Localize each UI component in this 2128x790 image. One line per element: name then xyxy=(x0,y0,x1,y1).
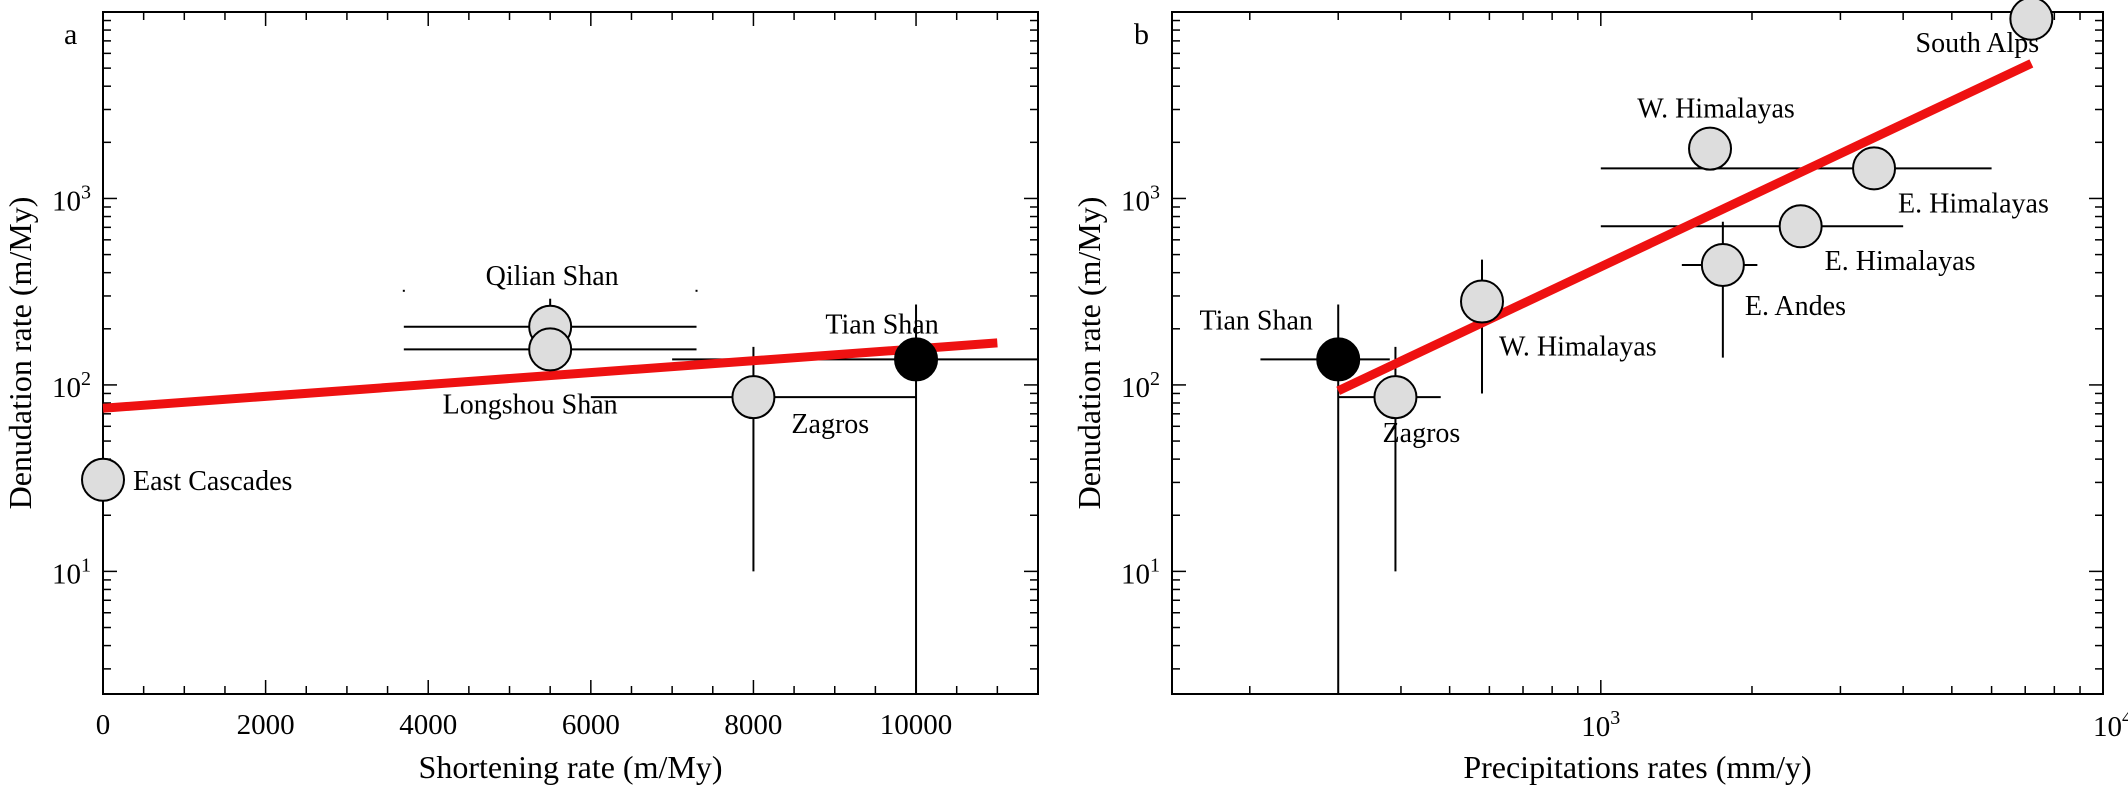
panel-a-scatter-plot: 0 2000 4000 6000 8000 10000101102103Shortenin… xyxy=(2,11,1039,785)
y-tick-label: 101 xyxy=(52,554,91,590)
point-label: South Alps xyxy=(1916,28,2040,59)
point-label: Tian Shan xyxy=(1200,305,1313,336)
y-tick-label-base: 10 xyxy=(1121,558,1150,590)
x-tick-label: 6000 xyxy=(562,709,620,741)
y-tick-label-exponent: 2 xyxy=(81,368,91,390)
x-tick-label: 104 xyxy=(2093,707,2128,743)
point-label: E. Himalayas xyxy=(1825,246,1976,277)
regression-line xyxy=(1336,59,2034,395)
panel-label: b xyxy=(1134,18,1149,51)
y-tick-label: 102 xyxy=(1121,368,1160,404)
data-point xyxy=(894,337,939,382)
point-label: E. Andes xyxy=(1745,291,1846,322)
x-tick-label-exponent: 4 xyxy=(2122,707,2128,729)
point-label: Zagros xyxy=(1383,418,1461,449)
y-tick-label-exponent: 1 xyxy=(1150,554,1160,576)
data-point xyxy=(1316,337,1361,382)
x-axis-label: Precipitations rates (mm/y) xyxy=(1463,749,1811,785)
x-tick-label: 103 xyxy=(1581,707,1620,743)
plot-frame xyxy=(1171,11,2104,695)
y-tick-label: 103 xyxy=(52,181,91,217)
data-point xyxy=(731,375,776,420)
y-tick-label-base: 10 xyxy=(1121,372,1150,404)
y-tick-label-base: 10 xyxy=(52,185,81,217)
x-axis-label: Shortening rate (m/My) xyxy=(419,749,723,785)
y-tick-label-base: 10 xyxy=(1121,185,1150,217)
x-tick-label-exponent: 3 xyxy=(1610,707,1620,729)
point-label: Longshou Shan xyxy=(443,389,618,420)
data-point xyxy=(528,327,573,372)
x-tick-label: 2000 xyxy=(237,709,295,741)
x-tick-label-base: 10 xyxy=(2093,711,2122,743)
data-point xyxy=(81,457,125,502)
x-tick-label: 10000 xyxy=(880,709,953,741)
y-tick-label-base: 10 xyxy=(52,558,81,590)
data-point xyxy=(1688,126,1733,171)
point-label: W. Himalayas xyxy=(1499,332,1657,363)
data-point xyxy=(2009,0,2054,41)
panel-label: a xyxy=(64,18,77,51)
point-label: E. Himalayas xyxy=(1898,188,2049,219)
point-label: East Cascades xyxy=(133,466,292,497)
data-point xyxy=(1373,375,1418,420)
data-point xyxy=(1460,279,1505,324)
plot-frame xyxy=(102,11,1039,695)
y-tick-label-exponent: 3 xyxy=(81,181,91,203)
y-tick-label-exponent: 1 xyxy=(81,554,91,576)
data-point xyxy=(1700,242,1745,287)
y-tick-label-exponent: 2 xyxy=(1150,368,1160,390)
point-label: W. Himalayas xyxy=(1637,94,1795,125)
point-label: Qilian Shan xyxy=(486,261,619,292)
point-label: Tian Shan xyxy=(825,309,938,340)
x-tick-label: 8000 xyxy=(724,709,782,741)
point-label: Zagros xyxy=(791,409,869,440)
x-tick-label-base: 10 xyxy=(1581,711,1610,743)
y-axis-label: Denudation rate (m/My) xyxy=(2,197,38,510)
y-tick-label: 103 xyxy=(1121,181,1160,217)
data-point xyxy=(1778,204,1823,249)
x-tick-label: 0 xyxy=(96,709,111,741)
data-point xyxy=(1852,146,1897,191)
y-axis-label: Denudation rate (m/My) xyxy=(1071,197,1107,510)
y-tick-label: 101 xyxy=(1121,554,1160,590)
y-tick-label-exponent: 3 xyxy=(1150,181,1160,203)
y-tick-label: 102 xyxy=(52,368,91,404)
y-tick-label-base: 10 xyxy=(52,372,81,404)
regression-line xyxy=(102,338,998,413)
x-tick-label: 4000 xyxy=(399,709,457,741)
